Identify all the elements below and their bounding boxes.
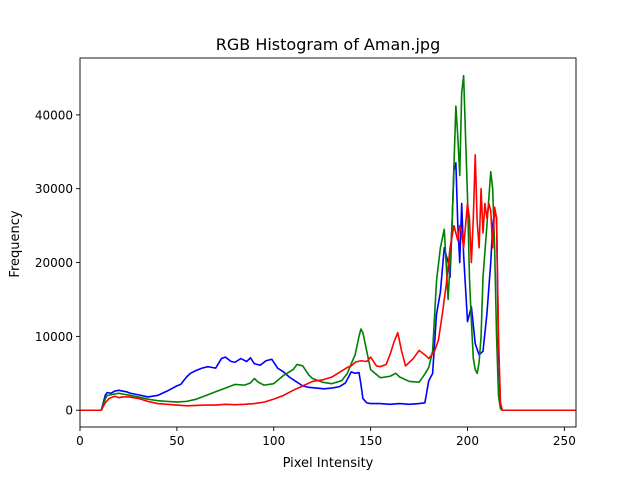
- x-tick-label: 200: [456, 434, 479, 448]
- x-tick-label: 150: [359, 434, 382, 448]
- chart-title: RGB Histogram of Aman.jpg: [216, 35, 441, 54]
- y-tick-label: 30000: [35, 182, 73, 196]
- series-line-3: [80, 153, 576, 412]
- series-line-1: [80, 162, 576, 412]
- y-axis-label: Frequency: [8, 210, 23, 277]
- y-tick-label: 0: [65, 404, 73, 418]
- series-line-2: [80, 74, 576, 412]
- x-tick-label: 50: [169, 434, 184, 448]
- x-axis-label: Pixel Intensity: [283, 456, 374, 471]
- axes-frame: [79, 57, 577, 428]
- x-tick-label: 100: [262, 434, 285, 448]
- y-tick-label: 10000: [35, 330, 73, 344]
- y-tick-label: 20000: [35, 256, 73, 270]
- plot-area: 0 50 100 150 200 250 0 10000 20000 30000 40000: [35, 57, 577, 448]
- x-tick-label: 250: [553, 434, 576, 448]
- y-tick-label: 40000: [35, 108, 73, 122]
- x-tick-label: 0: [76, 434, 84, 448]
